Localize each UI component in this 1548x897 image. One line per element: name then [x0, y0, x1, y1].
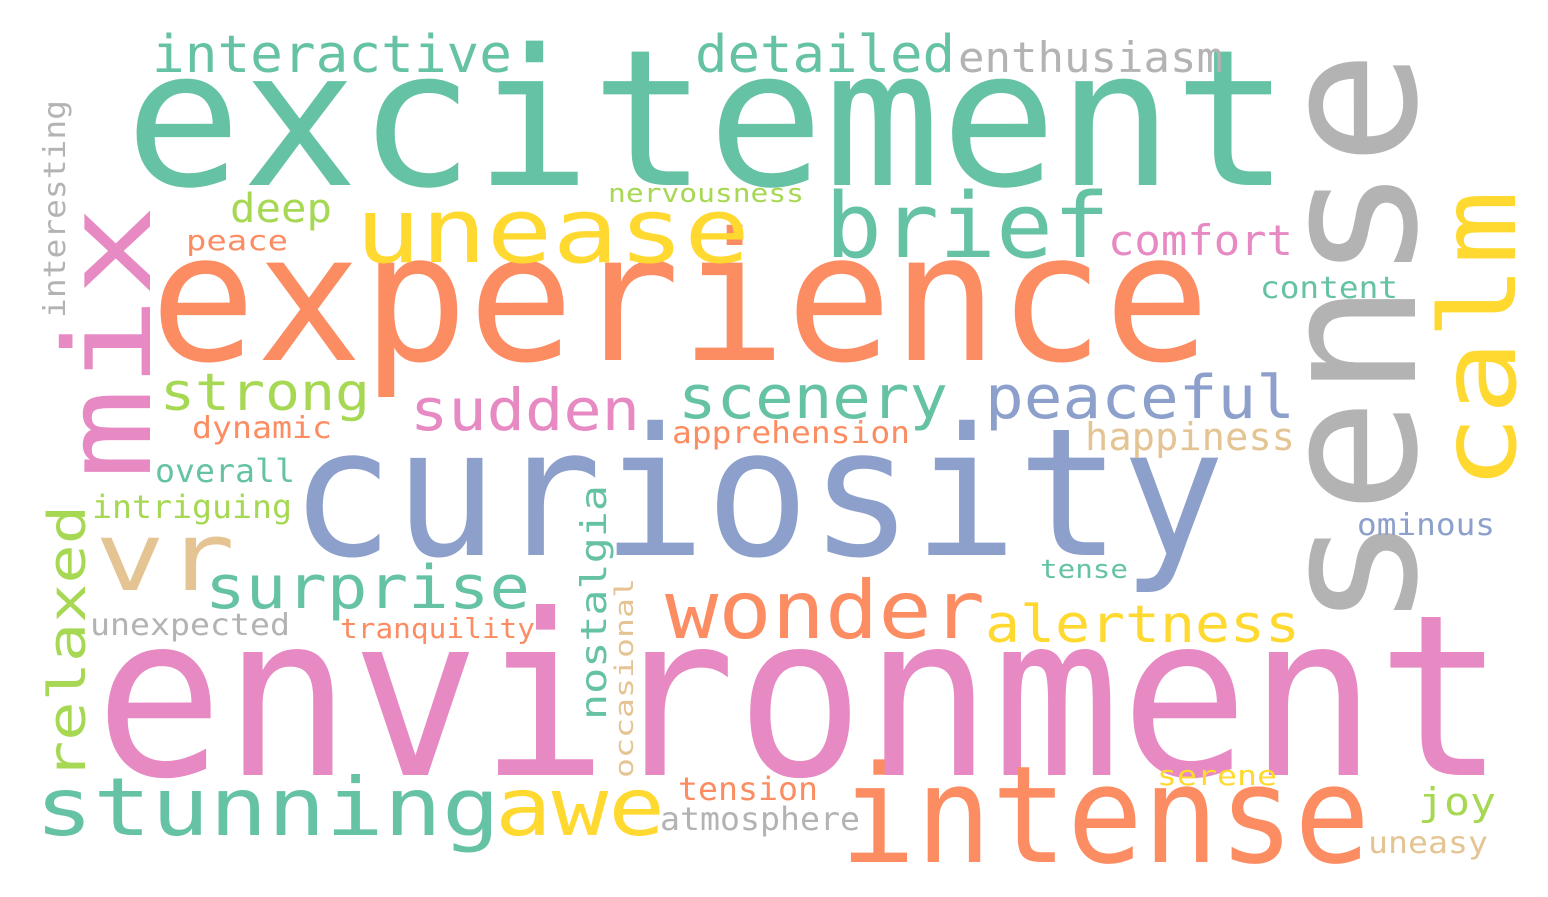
- word-nostalgia: nostalgia: [574, 485, 615, 720]
- word-tension: tension: [678, 770, 818, 808]
- word-tranquility: tranquility: [340, 612, 535, 645]
- word-detailed: detailed: [695, 25, 955, 85]
- word-peace: peace: [186, 224, 288, 257]
- word-overall: overall: [155, 452, 295, 490]
- word-excitement: excitement: [125, 9, 1290, 230]
- word-content: content: [1260, 271, 1398, 306]
- word-joy: joy: [1418, 780, 1496, 824]
- word-peaceful: peaceful: [985, 363, 1295, 433]
- word-interactive: interactive: [152, 25, 512, 85]
- word-wonder: wonder: [665, 564, 985, 657]
- word-sense: sense: [1239, 50, 1460, 630]
- word-occasional: occasional: [610, 578, 640, 778]
- word-apprehension: apprehension: [672, 416, 910, 451]
- word-deep: deep: [230, 186, 332, 232]
- word-strong: strong: [160, 363, 370, 423]
- word-nervousness: nervousness: [608, 179, 804, 209]
- word-atmosphere: atmosphere: [660, 800, 860, 838]
- word-ominous: ominous: [1357, 508, 1495, 543]
- word-unexpected: unexpected: [90, 608, 290, 643]
- word-tense: tense: [1040, 555, 1128, 585]
- word-enthusiasm: enthusiasm: [958, 33, 1223, 82]
- word-awe: awe: [495, 761, 665, 854]
- word-uneasy: uneasy: [1368, 826, 1488, 861]
- word-stunning: stunning: [35, 761, 500, 854]
- word-intriguing: intriguing: [92, 488, 292, 526]
- word-brief: brief: [825, 174, 1110, 279]
- word-intense: intense: [840, 737, 1370, 894]
- word-happiness: happiness: [1085, 415, 1295, 459]
- word-sudden: sudden: [410, 376, 640, 444]
- word-comfort: comfort: [1108, 216, 1293, 265]
- word-environment: environment: [95, 567, 1505, 829]
- word-mix: mix: [40, 205, 179, 480]
- word-unease: unease: [355, 179, 750, 284]
- word-scenery: scenery: [678, 363, 948, 433]
- word-surprise: surprise: [205, 553, 530, 623]
- word-relaxed: relaxed: [38, 505, 98, 780]
- word-experience: experience: [150, 195, 1210, 402]
- word-curiosity: curiosity: [290, 390, 1225, 597]
- word-dynamic: dynamic: [192, 411, 332, 446]
- word-vr: vr: [95, 503, 235, 613]
- word-calm: calm: [1418, 190, 1540, 490]
- word-alertness: alertness: [985, 595, 1300, 655]
- word-interesting: interesting: [38, 100, 73, 318]
- word-serene: serene: [1157, 759, 1277, 792]
